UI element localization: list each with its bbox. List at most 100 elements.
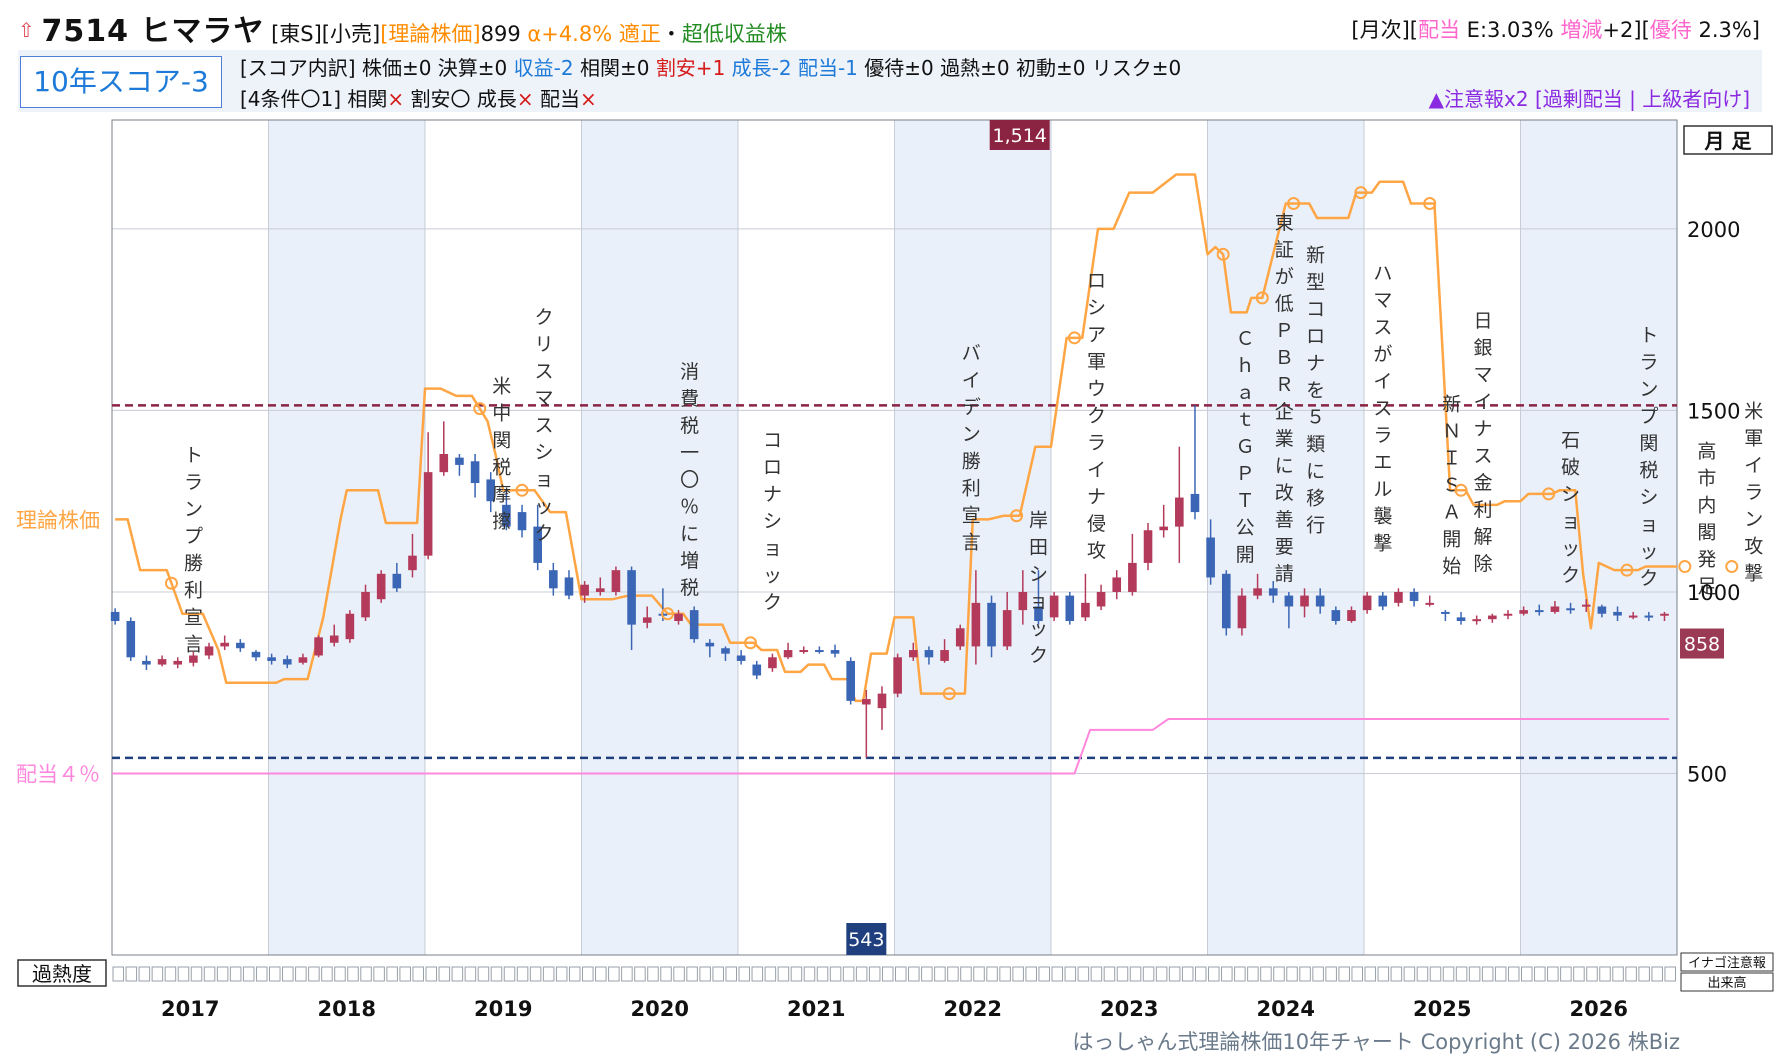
x-year-label: 2022 [944, 997, 1002, 1021]
candle-body [1456, 617, 1466, 621]
event-label: 消費税一〇％に増税 [680, 361, 699, 599]
heat-cell [751, 966, 764, 982]
monthly-open: [月次][ [1351, 18, 1418, 42]
heat-cell [947, 966, 959, 982]
heat-cell [555, 966, 568, 982]
candle-body [1206, 537, 1215, 578]
heat-cell [1651, 966, 1663, 982]
candle-body [1159, 526, 1168, 531]
candle-body [1300, 595, 1309, 607]
candle-body [549, 570, 558, 589]
candle-body [1268, 588, 1278, 596]
change-label: 増減 [1560, 18, 1603, 42]
heat-cell [1638, 966, 1650, 982]
inago-warning-legend: イナゴ注意報 [1688, 955, 1766, 971]
heat-cell [347, 966, 359, 982]
heat-cell [1155, 966, 1168, 982]
candle-body [721, 648, 730, 654]
heat-cell [112, 966, 125, 982]
candle-body [298, 657, 308, 663]
heat-cell [986, 966, 998, 982]
warning-tags[interactable]: [過剰配当 | 上級者向け] [1534, 87, 1750, 111]
four-conditions: [4条件〇1] 相関× 割安〇 成長× 配当× [240, 83, 597, 112]
event-label: 日銀マイナス金利解除 [1474, 310, 1493, 575]
plot-frame [111, 119, 1678, 956]
heat-cell [1194, 966, 1207, 982]
event-label: 東証が低ＰＢＲ企業に改善要請 [1275, 212, 1294, 585]
heat-cell [1573, 966, 1585, 982]
candle-body [1284, 595, 1294, 607]
candle-body [142, 660, 151, 665]
candle-body [236, 642, 245, 649]
candle-body [971, 602, 981, 647]
monthly-toggle-button[interactable] [1683, 125, 1773, 155]
heat-cell [151, 966, 164, 982]
rating-sep: ・ [660, 22, 682, 46]
dividend-side-label: 配当４％ [16, 762, 100, 786]
inago-warning-legend-box [1680, 952, 1774, 972]
candle-body [1503, 613, 1513, 616]
candle-body [1519, 610, 1528, 614]
ten-year-score-box[interactable]: 10年スコア-3 [20, 56, 222, 108]
year-shade [1207, 120, 1364, 955]
heat-cell [634, 966, 646, 982]
candle-body [1644, 615, 1654, 618]
market-tag: [東S][小売] [271, 22, 381, 46]
heat-cell [1129, 966, 1142, 982]
heat-cell [177, 966, 190, 982]
heat-cell [1612, 966, 1624, 982]
event-marker [1354, 186, 1368, 200]
candle-body [361, 591, 370, 618]
candle-body [173, 660, 183, 665]
heat-cell [1534, 966, 1546, 982]
heat-cell [1416, 966, 1429, 982]
heat-cell [621, 966, 633, 982]
candle-body [1112, 577, 1122, 592]
heat-cell [529, 966, 542, 982]
event-label: 岸田ショック [1029, 510, 1048, 667]
candle-body [580, 584, 589, 596]
conditions-growth-mark: × [516, 87, 534, 111]
conditions-growth: 成長 [476, 87, 517, 111]
candle-body [1628, 615, 1638, 618]
heat-cell [1038, 966, 1051, 982]
candle-body [893, 657, 902, 694]
event-label: バイデン勝利宣言 [962, 343, 981, 554]
candle-body [1143, 530, 1153, 563]
candle-body [1221, 573, 1231, 629]
x-year-label: 2020 [631, 997, 689, 1021]
candle-body [1660, 613, 1669, 616]
stock-title[interactable]: 7514 ヒマラヤ [41, 14, 265, 49]
heat-cell [542, 966, 555, 982]
candle-body [1613, 611, 1622, 616]
candle-body [768, 657, 777, 669]
candle-body [846, 660, 855, 701]
monthly-toggle-label[interactable]: 月 足 [1704, 129, 1753, 153]
breakdown-rest: 優待±0 過熱±0 初動±0 リスク±0 [864, 56, 1182, 80]
candle-body [564, 577, 574, 596]
heat-cell [334, 966, 346, 982]
conditions-corr-mark: × [387, 87, 405, 111]
candle-body [189, 655, 198, 663]
heat-cell [842, 966, 855, 982]
candle-body [392, 573, 402, 589]
heat-cell [777, 966, 790, 982]
warning-count[interactable]: ▲注意報x2 [1428, 87, 1529, 111]
event-marker [473, 402, 487, 416]
candle-body [455, 457, 464, 465]
volume-legend-box [1680, 972, 1774, 992]
year-shade [1520, 120, 1677, 955]
candle-body [1315, 595, 1325, 607]
candle-body [486, 479, 496, 502]
x-year-label: 2019 [474, 997, 532, 1021]
candle-body [376, 573, 386, 600]
dividend-4pct-line [112, 718, 1670, 775]
rating: 適正 [618, 22, 661, 46]
candle-body [1378, 595, 1388, 607]
candle-body [830, 650, 840, 654]
heat-cell [1208, 966, 1220, 982]
heat-cell [1377, 966, 1390, 982]
heat-cell [1455, 966, 1468, 982]
candle-body [329, 635, 339, 643]
